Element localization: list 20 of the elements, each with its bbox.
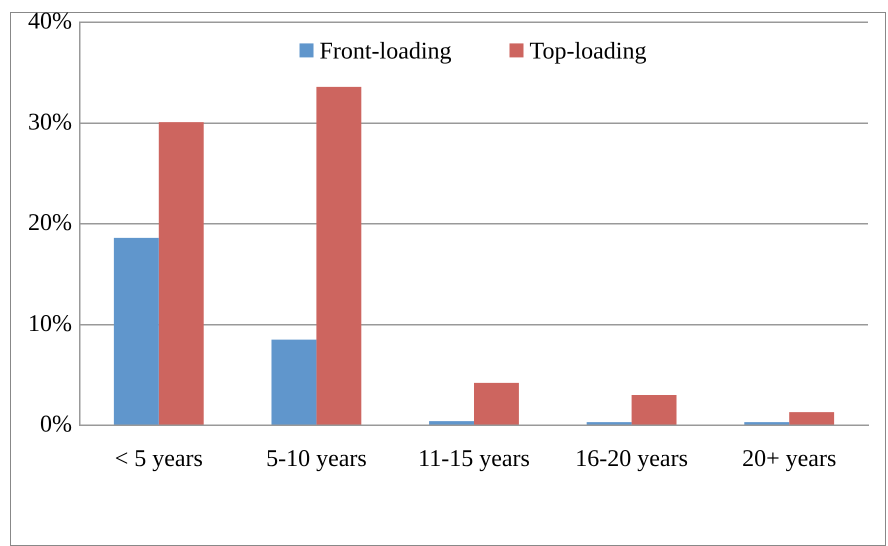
y-tick-label: 10% [28,310,72,337]
legend-label: Top-loading [530,38,646,65]
x-tick-label: 11-15 years [418,446,530,472]
bar [474,382,519,424]
x-tick-label: < 5 years [114,446,203,472]
bar [632,394,677,424]
y-tick-label: 20% [28,210,72,236]
bar [316,86,362,424]
bar [271,340,316,424]
x-tick-label: 20+ years [742,446,836,472]
x-tick-label: 16-20 years [575,446,688,472]
y-tick-label: 0% [40,411,72,438]
y-tick-label: 40% [28,8,72,35]
bar [114,238,159,424]
y-tick-label: 30% [28,109,72,136]
legend-label: Front-loading [320,38,452,65]
bar [789,412,834,424]
bar [158,122,204,424]
bar [429,421,474,424]
x-tick-label: 5-10 years [266,446,367,472]
